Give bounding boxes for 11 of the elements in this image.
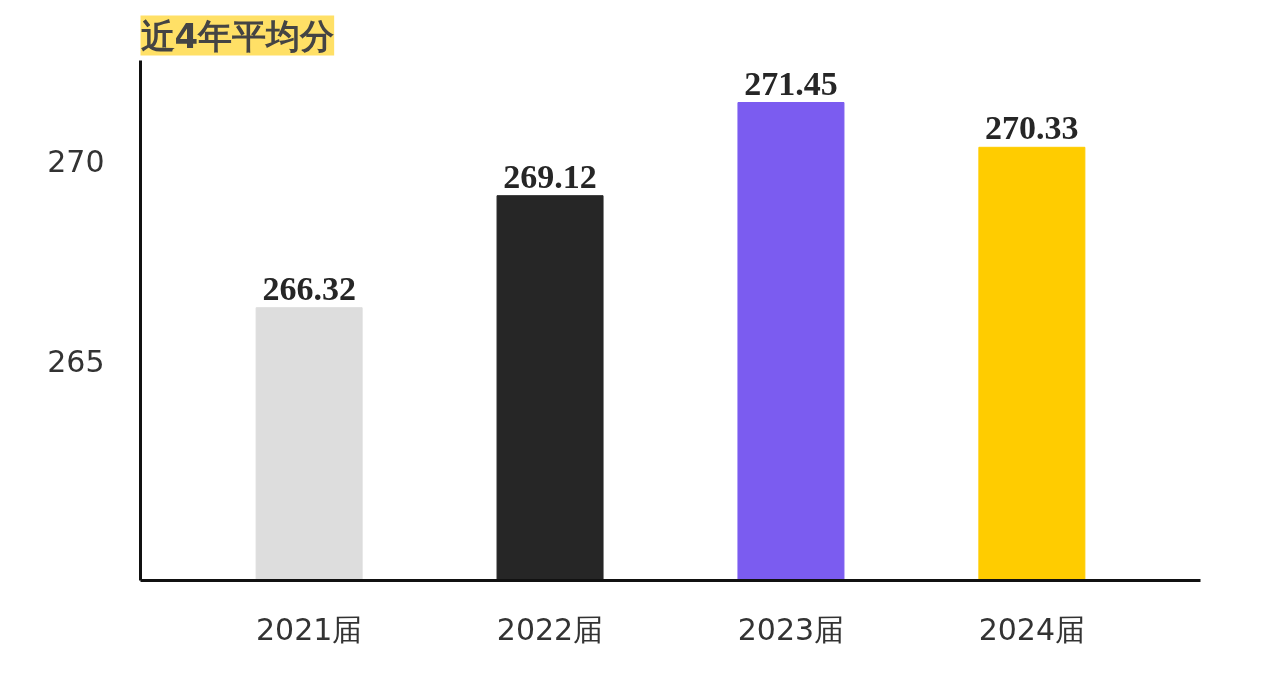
y-tick-label: 265	[47, 343, 105, 379]
x-tick-label: 2022届	[496, 611, 604, 647]
data-label: 271.45	[744, 64, 838, 102]
x-tick-label: 2023届	[737, 611, 845, 647]
data-label: 266.32	[262, 269, 356, 307]
data-label: 269.12	[503, 157, 597, 195]
y-tick-label: 270	[47, 143, 105, 179]
data-label: 270.33	[985, 109, 1079, 147]
x-tick-label: 2024届	[978, 611, 1086, 647]
chart-title: 近4年平均分	[140, 15, 335, 56]
x-tick-label: 2021届	[255, 611, 363, 647]
